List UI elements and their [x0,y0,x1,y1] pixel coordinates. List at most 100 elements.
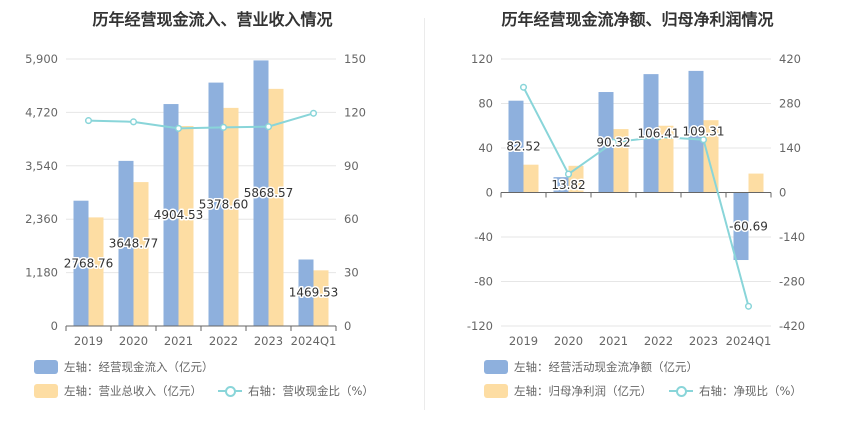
x-tick-label: 2022 [209,334,238,348]
legend-label-revenue-cash-ratio: 右轴：营收现金比（%） [248,384,374,398]
line-point [609,138,618,146]
legend-label-revenue: 左轴：营业总收入（亿元） [64,384,202,398]
legend-swatch-blue [34,360,58,374]
y-right-tick-label: 0 [344,319,351,333]
y-left-tick-label: -80 [474,275,493,289]
series-line [522,86,750,307]
x-tick-label: 2022 [644,334,673,348]
series-line [88,112,314,130]
legend-swatch-blue [484,360,508,374]
data-label: 82.52 [506,140,540,154]
legend-item-cash-inflow[interactable]: 左轴：经营现金流入（亿元） [34,359,214,375]
legend-item-net-profit[interactable]: 左轴：归母净利润（亿元） [484,383,652,399]
bar [643,74,659,193]
chart-title-left: 历年经营现金流入、营业收入情况 [92,10,333,29]
data-label: 3648.77 [109,236,159,250]
line-point [84,117,93,125]
y-right-tick-label: 120 [344,105,366,119]
line-point [564,170,573,178]
bar [118,160,134,326]
y-right-tick-label: 60 [344,212,359,226]
y-left-tick-label: 0 [51,319,58,333]
y-left-tick-label: 2,360 [25,212,58,226]
data-label: 13.82 [551,178,585,192]
y-left-tick-label: -40 [474,230,493,244]
bar [133,182,149,326]
bar [178,125,194,326]
legend-line-marker-icon [218,384,242,398]
legend-label-net-profit: 左轴：归母净利润（亿元） [514,384,652,398]
x-tick-label: 2023 [689,334,718,348]
bar [598,92,614,193]
y-left-tick-label: -120 [467,319,493,333]
chart-cash-inflow-revenue: 0 1,180 2,360 3,540 4,720 5,900 0 30 60 90 120 150 2… [25,52,366,348]
bar [748,173,764,193]
bar [658,125,674,193]
x-tick-label: 2023 [254,334,283,348]
y-right-tick-label: 30 [344,266,359,280]
y-right-tick-label: -140 [779,230,805,244]
legend-label-net-cash-ratio: 右轴：净现比（%） [699,384,802,398]
legend-item-net-cash-ratio[interactable]: 右轴：净现比（%） [669,383,802,399]
y-right-tick-label: -420 [779,319,805,333]
bar [733,192,749,261]
panel-cash-inflow-revenue: 历年经营现金流入、营业收入情况 0 1,180 2,360 3,540 4,720 5,9… [25,10,374,399]
data-label: 106.41 [638,126,680,140]
y-left-tick-label: 3,540 [25,159,58,173]
bar [613,129,629,193]
legend-item-revenue-cash-ratio[interactable]: 右轴：营收现金比（%） [218,383,374,399]
bar [553,177,569,193]
data-label: 5378.60 [199,197,249,211]
x-tick-label: 2021 [164,334,193,348]
y-right-tick-label: 280 [779,97,801,111]
panel-net-cashflow-profit: 历年经营现金流净额、归母净利润情况 -120 -80 -40 0 40 80 120 -420… [425,0,850,437]
panel-divider [424,18,425,410]
bar [313,270,329,326]
line-point [264,123,273,131]
bar [73,200,89,326]
y-left-tick-label: 40 [478,141,493,155]
y-right-tick-label: 140 [779,141,801,155]
legend-item-net-cashflow[interactable]: 左轴：经营活动现金流净额（亿元） [484,359,698,375]
x-tick-label: 2024Q1 [726,334,772,348]
x-tick-label: 2019 [74,334,103,348]
legend-item-revenue[interactable]: 左轴：营业总收入（亿元） [34,383,202,399]
bar [688,70,704,193]
data-label: 2768.76 [64,256,114,270]
line-point [219,123,228,131]
bar [88,217,104,326]
line-point [309,109,318,117]
legend-swatch-orange [484,384,508,398]
legend-label-cash-inflow: 左轴：经营现金流入（亿元） [64,360,214,374]
line-point [654,133,663,141]
x-tick-label: 2024Q1 [291,334,337,348]
x-tick-label: 2020 [554,334,583,348]
line-point [129,118,138,126]
data-label: 5868.57 [244,186,294,200]
bar [703,120,719,193]
y-left-tick-label: 5,900 [25,52,58,66]
x-tick-label: 2021 [599,334,628,348]
data-label: 90.32 [596,135,630,149]
legend-swatch-orange [34,384,58,398]
line-point [699,136,708,144]
data-label: -60.69 [729,219,768,233]
data-label: 1469.53 [289,286,339,300]
bar [508,100,524,193]
y-right-tick-label: 90 [344,159,359,173]
y-right-tick-label: 150 [344,52,366,66]
bar [268,88,284,326]
data-label: 109.31 [683,125,725,139]
line-point [744,302,753,310]
bar [523,164,539,193]
line-point [519,83,528,91]
x-tick-label: 2020 [119,334,148,348]
legend-line-marker-icon [669,384,693,398]
y-left-tick-label: 80 [478,97,493,111]
chart-net-cashflow-profit: -120 -80 -40 0 40 80 120 -420 -280 -140 0 140 280 420… [467,52,805,348]
x-tick-label: 2019 [509,334,538,348]
y-left-tick-label: 120 [471,52,493,66]
bar [223,107,239,326]
y-right-tick-label: 420 [779,52,801,66]
